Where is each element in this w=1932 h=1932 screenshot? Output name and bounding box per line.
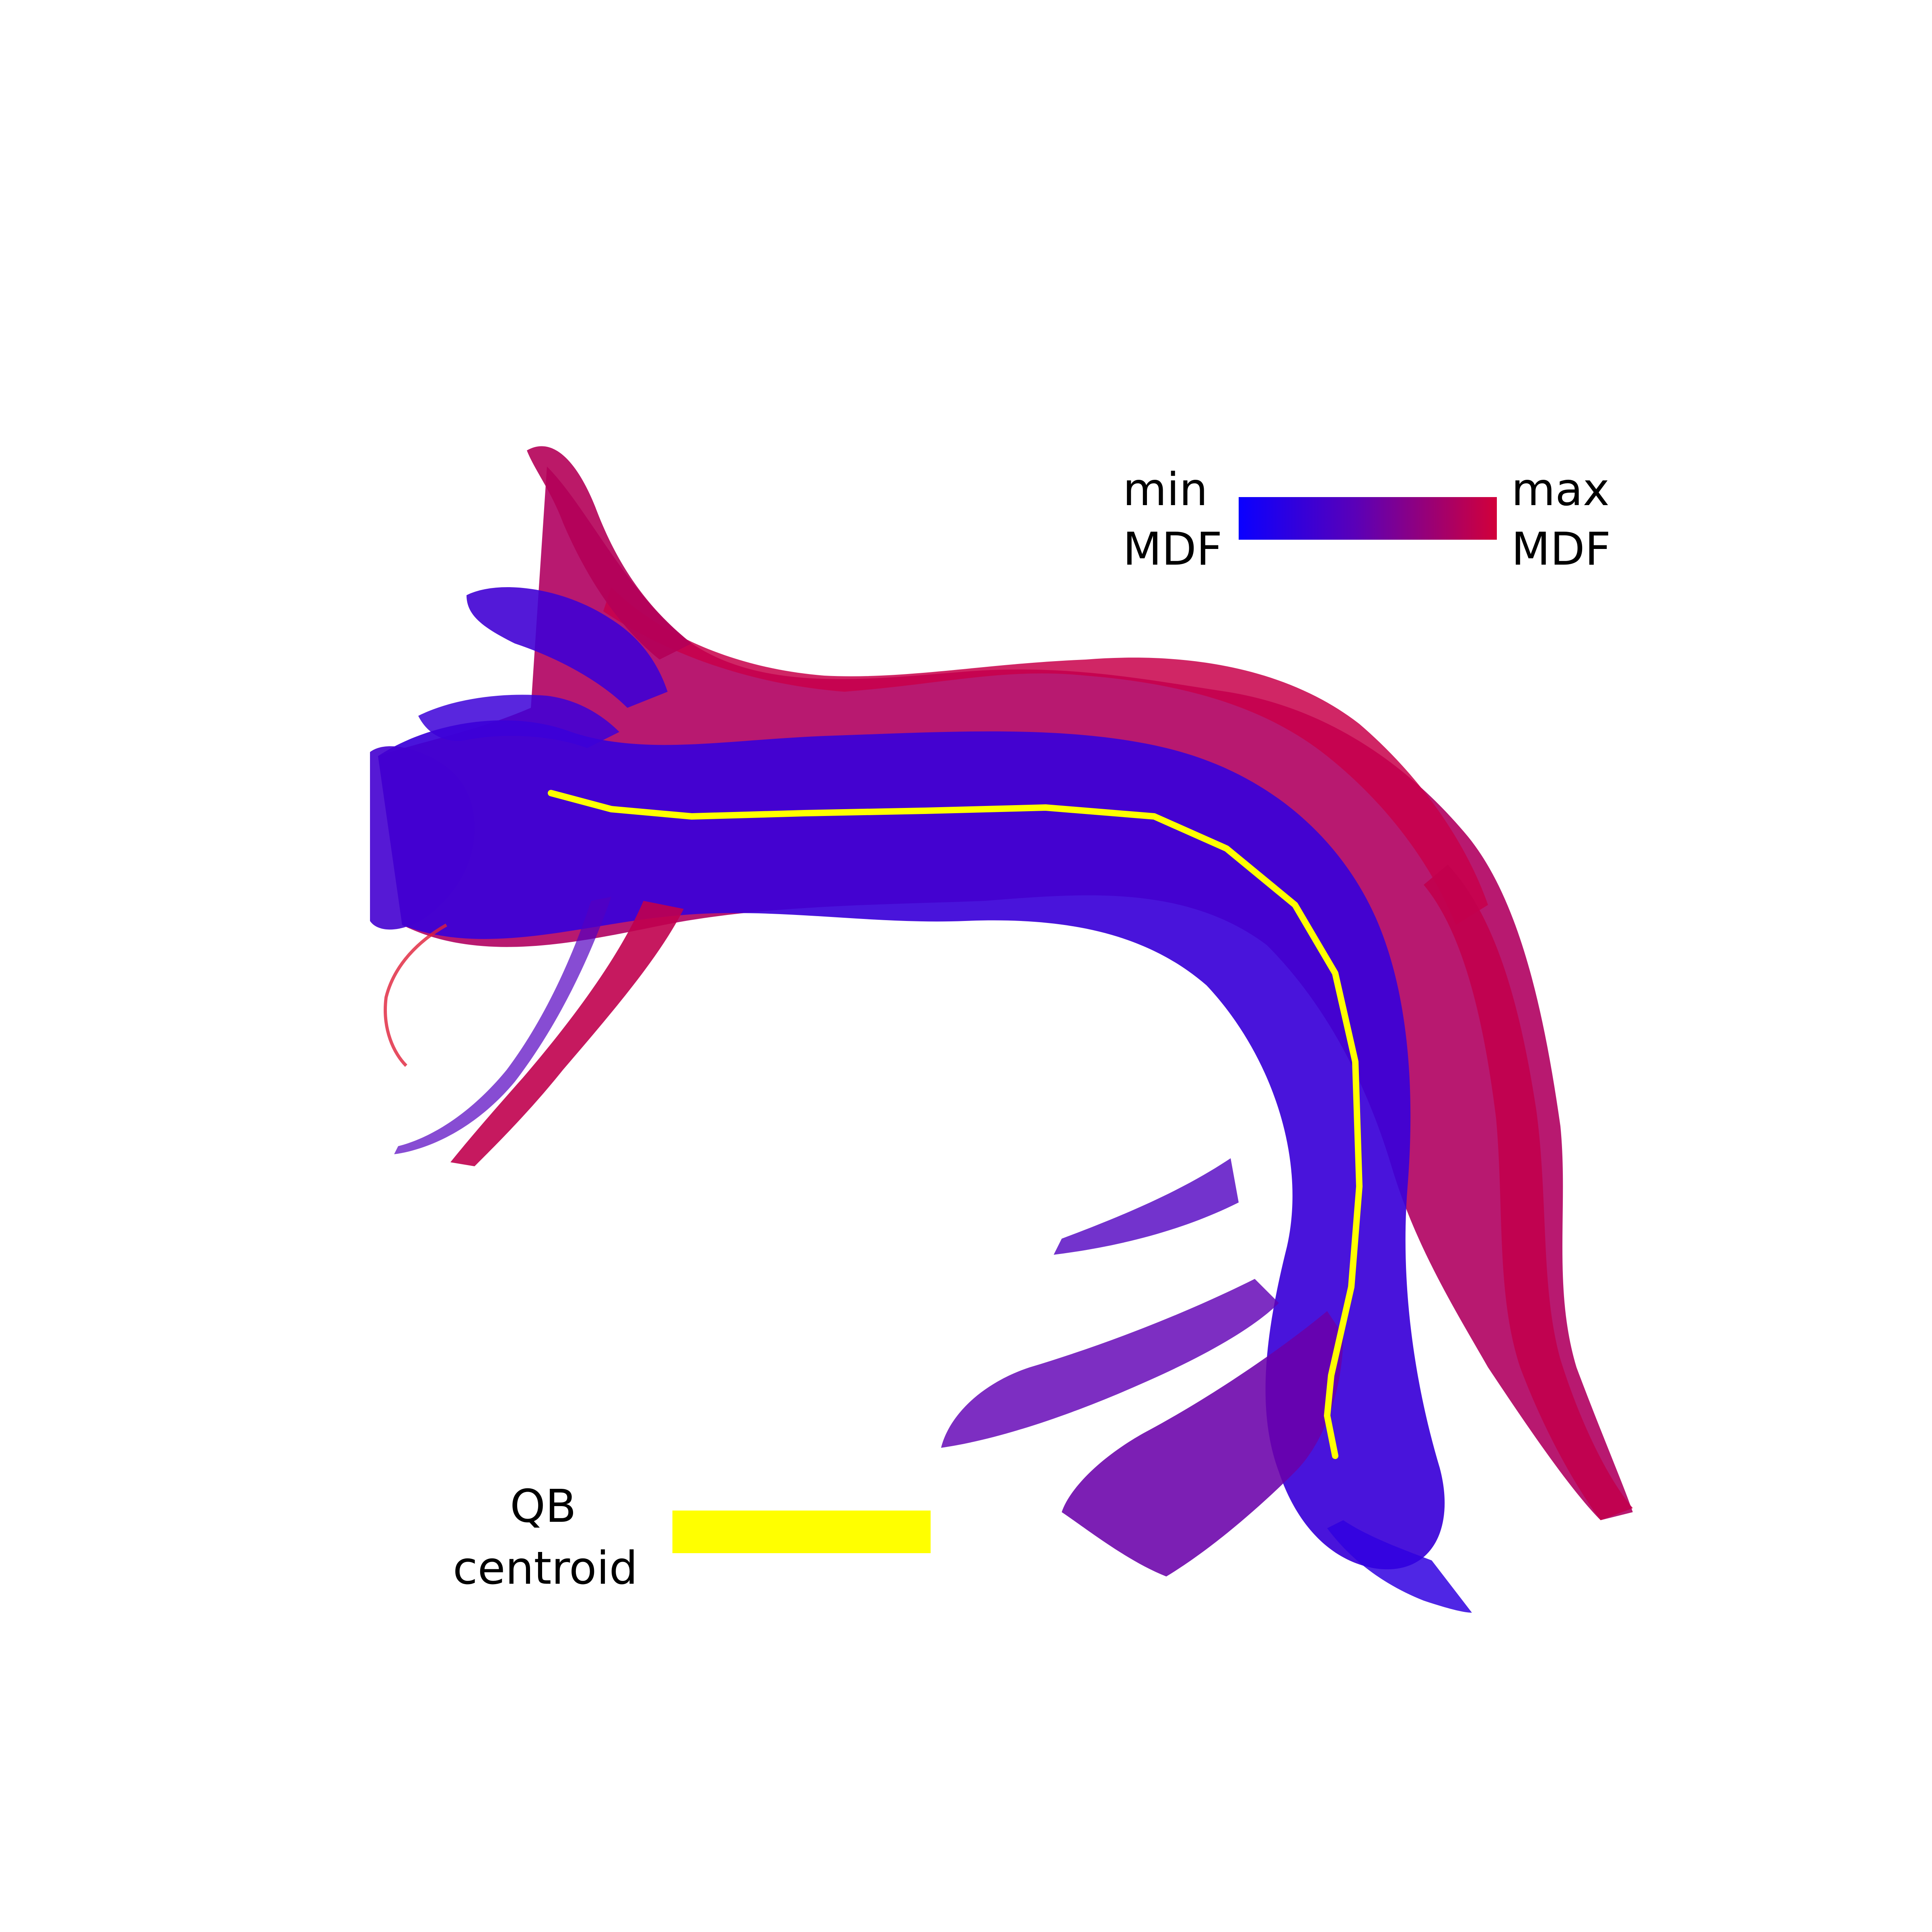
legend-qb-label: QB xyxy=(510,1480,576,1533)
legend-max-label: max xyxy=(1511,464,1610,516)
bundle-core xyxy=(378,720,1445,1570)
branch-lower-left-diagonal xyxy=(450,901,684,1166)
branch-left-fan xyxy=(370,746,475,930)
branch-bottom-blue xyxy=(1327,1520,1472,1613)
branch-upper-left xyxy=(467,587,668,708)
bundle-right-flank xyxy=(1424,865,1633,1520)
branch-lower-left-thin xyxy=(394,897,611,1154)
branch-mid-fan xyxy=(1054,1158,1239,1255)
legend-centroid-label: centroid xyxy=(453,1542,638,1595)
fiber-bundle xyxy=(370,446,1633,1613)
mdf-colorbar xyxy=(1239,497,1497,540)
branch-bottom-left-fan xyxy=(1062,1311,1343,1576)
branch-top-red xyxy=(527,446,692,660)
branch-mid-left xyxy=(418,695,619,748)
legend-min-label: min xyxy=(1123,464,1208,516)
qb-centroid-line xyxy=(548,790,1363,1459)
legend-min-mdf-label: MDF xyxy=(1123,523,1223,575)
stray-red-fiber xyxy=(384,923,447,1067)
branch-side-fan xyxy=(941,1279,1279,1448)
qb-centroid-swatch xyxy=(672,1511,931,1553)
legend-max-mdf-label: MDF xyxy=(1511,523,1611,575)
